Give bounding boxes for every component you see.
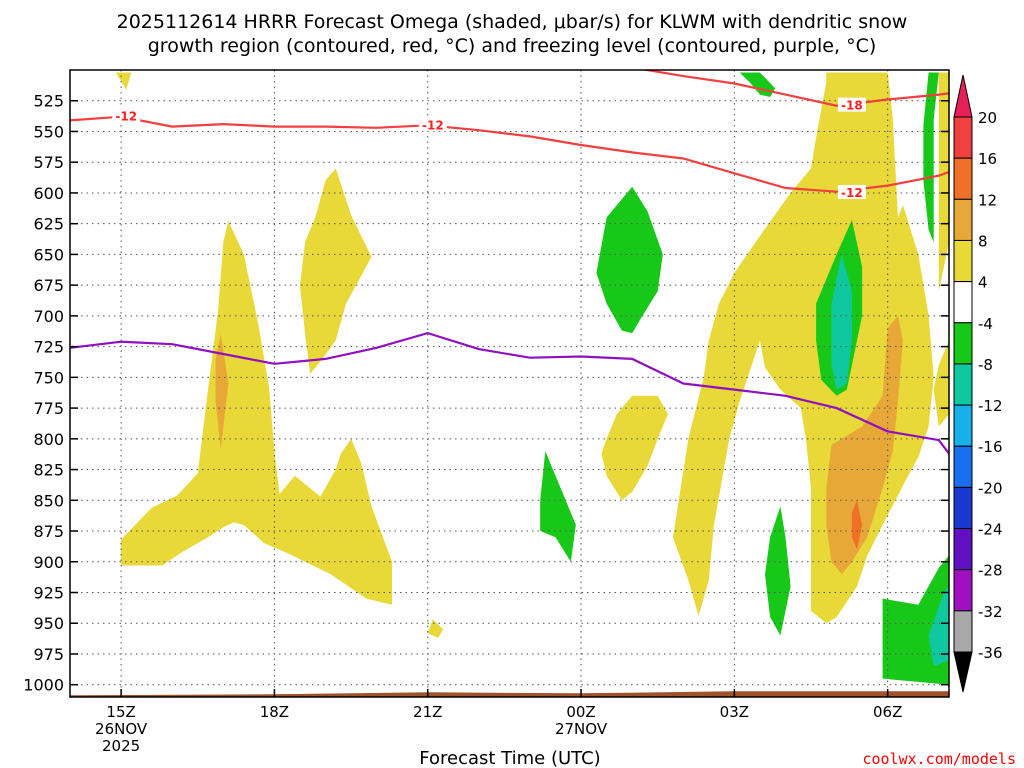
colorbar-label: 4 (978, 274, 988, 292)
y-tick-label: 825 (33, 461, 64, 480)
x-tick-label: 21Z (413, 703, 442, 721)
chart-title-line2: growth region (contoured, red, °C) and f… (148, 35, 877, 57)
chart-title-line1: 2025112614 HRRR Forecast Omega (shaded, … (117, 11, 908, 33)
y-tick-label: 700 (33, 307, 64, 326)
omega-region-4 (427, 619, 444, 638)
colorbar-bin-9 (953, 486, 973, 530)
x-tick-label: 06Z (873, 703, 902, 721)
colorbar-bin-4 (953, 281, 973, 324)
colorbar-top-arrow (953, 74, 973, 118)
x-tick-label: 18Z (260, 703, 289, 721)
y-tick-label: 975 (33, 645, 64, 664)
y-tick-label: 1000 (23, 676, 64, 695)
colorbar-bin-8 (953, 445, 973, 488)
omega-region-9 (851, 500, 863, 550)
isotherm-label: -12 (422, 118, 444, 132)
omega-region-16 (923, 72, 939, 243)
isotherm-label: -12 (841, 186, 863, 200)
colorbar-label: 8 (978, 232, 988, 250)
omega-region-10 (938, 72, 949, 292)
isotherm-label: -12 (115, 110, 137, 124)
colorbar-label: 16 (978, 150, 997, 168)
colorbar-label: -12 (978, 397, 1003, 415)
x-tick-date: 26NOV (95, 720, 148, 738)
colorbar-label: 12 (978, 191, 997, 209)
colorbar-bin-5 (953, 322, 973, 365)
plot-grid (70, 70, 949, 697)
colorbar-bin-2 (953, 198, 973, 241)
omega-region-3 (300, 168, 372, 374)
y-tick-label: 575 (33, 153, 64, 172)
y-tick-label: 900 (33, 553, 64, 572)
colorbar-bin-6 (953, 363, 973, 406)
omega-colorbar: 20 16 12 8 4 -4 -8 -12 -16 -20 -24 -28 -32 -36 (953, 74, 1003, 693)
y-tick-label: 925 (33, 584, 64, 603)
y-tick-label: 750 (33, 368, 64, 387)
colorbar-bin-1 (953, 157, 973, 200)
x-tick-label: 03Z (720, 703, 749, 721)
colorbar-bin-12 (953, 610, 973, 653)
y-tick-label: 625 (33, 215, 64, 234)
terrain-ground (70, 691, 949, 697)
colorbar-bin-7 (953, 404, 973, 447)
omega-region-11 (596, 186, 663, 334)
isotherm-label-bg (112, 108, 141, 123)
colorbar-bottom-arrow (953, 651, 973, 693)
colorbar-label: 20 (978, 109, 997, 127)
isotherm-label: -18 (841, 99, 863, 113)
isotherm-label-bg (418, 117, 447, 132)
isotherm-label-bg (837, 97, 866, 112)
x-tick-date: 27NOV (555, 720, 608, 738)
omega-region-19 (928, 586, 949, 667)
isotherm-label-bg (837, 184, 866, 199)
y-tick-label: 850 (33, 491, 64, 510)
omega-region-18 (831, 254, 852, 390)
colorbar-label: -36 (978, 644, 1003, 662)
dgz-isotherm--12 (70, 115, 949, 193)
colorbar-bin-10 (953, 528, 973, 571)
freezing-level-line (70, 331, 949, 457)
colorbar-label: -32 (978, 603, 1003, 621)
colorbar-label: -20 (978, 479, 1003, 497)
plot-axes: 525 550 575 600 625 650 675 700 725 750 775 800 825 8… (23, 69, 950, 755)
omega-region-2 (215, 334, 229, 449)
omega-region-7 (933, 340, 949, 427)
x-tick-label: 00Z (566, 703, 595, 721)
dgz-isotherm--18 (640, 70, 949, 107)
x-tick-year: 2025 (102, 737, 140, 755)
y-tick-label: 675 (33, 276, 64, 295)
ground-fill (70, 691, 949, 697)
y-tick-label: 525 (33, 92, 64, 111)
omega-shading (116, 72, 949, 685)
y-tick-label: 725 (33, 338, 64, 357)
omega-region-13 (765, 506, 791, 636)
x-axis-label: Forecast Time (UTC) (419, 748, 600, 768)
y-tick-label: 875 (33, 522, 64, 541)
y-tick-label: 550 (33, 122, 64, 141)
credit-text: coolwx.com/models (862, 750, 1016, 768)
colorbar-label: -24 (978, 521, 1003, 539)
colorbar-bin-3 (953, 239, 973, 283)
colorbar-label: -16 (978, 438, 1003, 456)
omega-region-5 (601, 395, 668, 501)
colorbar-label: -28 (978, 562, 1003, 580)
omega-region-1 (121, 221, 392, 605)
y-tick-label: 650 (33, 245, 64, 264)
y-tick-label: 950 (33, 614, 64, 633)
y-tick-label: 800 (33, 430, 64, 449)
omega-region-8 (826, 315, 903, 575)
colorbar-label: -4 (978, 315, 993, 333)
colorbar-bin-11 (953, 569, 973, 612)
omega-region-0 (116, 72, 132, 90)
omega-region-12 (540, 451, 576, 562)
plot-frame (69, 69, 950, 698)
colorbar-bin-0 (953, 116, 973, 159)
y-tick-label: 600 (33, 184, 64, 203)
contour-lines: -12 -12 -12 -18 (70, 70, 949, 457)
x-tick-label: 15Z (106, 703, 135, 721)
y-tick-label: 775 (33, 399, 64, 418)
colorbar-label: -8 (978, 356, 993, 374)
